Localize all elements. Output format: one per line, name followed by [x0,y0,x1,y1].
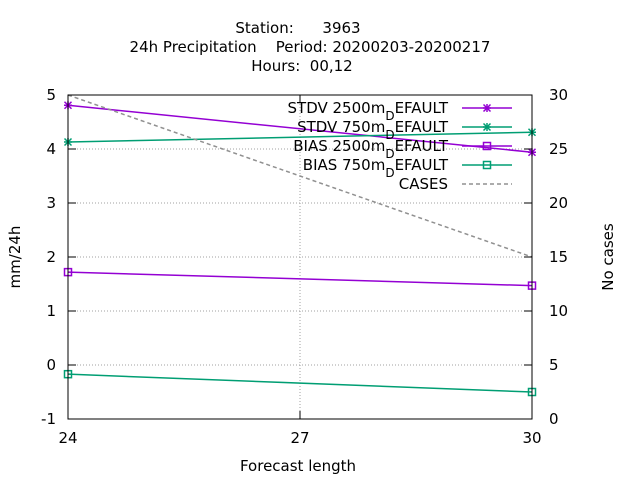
legend-entry: CASES [399,175,512,193]
y2-tick-label: 15 [549,248,568,266]
y2-tick-label: 10 [549,302,568,320]
y-tick-label: 3 [46,194,56,212]
legend-marker [482,122,492,132]
legend-entry: BIAS 750mDEFAULT [303,156,512,180]
legend-label: BIAS 750mDEFAULT [303,156,449,180]
legend-marker [482,160,492,170]
x-tick-label: 30 [522,429,541,447]
legend-entry: BIAS 2500mDEFAULT [293,137,512,161]
series-line [67,94,533,258]
legend-label: STDV 750mDEFAULT [297,118,449,142]
chart-title: Station: 3963 24h Precipitation Period: … [130,19,491,75]
legend-marker [482,103,492,113]
y2-tick-label: 30 [549,86,568,104]
y-tick-label: 1 [46,302,56,320]
series-3 [63,267,537,290]
legend-label: STDV 2500mDEFAULT [288,99,449,123]
title-line-3: Hours: 00,12 [251,57,352,75]
y2-axis: 0 5 10 15 20 25 30 [524,86,568,428]
series-5 [67,94,533,258]
y2-tick-label: 5 [549,356,559,374]
y2-axis-label: No cases [599,223,617,291]
x-axis: 24 27 30 [58,95,542,447]
series-line [67,131,533,143]
legend-marker [482,141,492,151]
series-line [67,271,533,287]
x-tick-label: 27 [290,429,309,447]
x-axis-label: Forecast length [240,457,356,475]
legend-label: CASES [399,175,448,193]
legend-entry: STDV 2500mDEFAULT [288,99,512,123]
y-tick-label: 5 [46,86,56,104]
series-line [67,104,533,153]
y-tick-label: 4 [46,140,56,158]
title-line-1: Station: 3963 [235,19,360,37]
legend-label: BIAS 2500mDEFAULT [293,137,449,161]
legend-entry: STDV 750mDEFAULT [297,118,512,142]
grid [68,95,532,419]
y-tick-label: -1 [41,410,56,428]
x-tick-label: 24 [58,429,77,447]
y2-tick-label: 0 [549,410,559,428]
y2-tick-label: 20 [549,194,568,212]
y-tick-label: 0 [46,356,56,374]
series-line [67,373,533,393]
title-line-2: 24h Precipitation Period: 20200203-20200… [130,38,491,56]
y2-tick-label: 25 [549,140,568,158]
y-axis: -1 0 1 2 3 4 5 [41,86,76,428]
y-tick-label: 2 [46,248,56,266]
y-axis-label: mm/24h [6,226,24,289]
